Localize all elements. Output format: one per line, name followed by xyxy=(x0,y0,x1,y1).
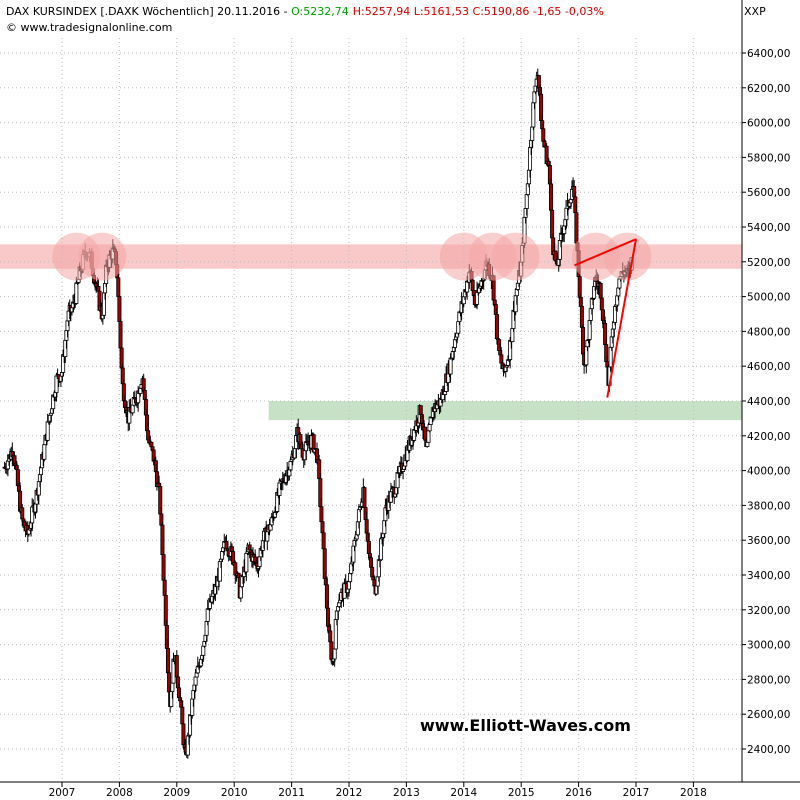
y-tick-label: 3400,00 xyxy=(747,570,790,582)
watermark: www.Elliott-Waves.com xyxy=(420,716,631,735)
candle-up xyxy=(448,357,453,375)
candle-down xyxy=(116,277,121,297)
symbol-label: XXP xyxy=(744,5,766,18)
y-tick-label: 3800,00 xyxy=(747,500,790,512)
header-prefix: DAX KURSINDEX [.DAXK Wöchentlich] 20.11.… xyxy=(6,5,291,18)
header-rest: H:5257,94 L:5161,53 C:5190,86 -1,65 -0,0… xyxy=(353,5,604,18)
x-tick-label: 2010 xyxy=(221,787,248,799)
lower-trendline xyxy=(606,239,637,398)
upper-trendline xyxy=(574,238,637,267)
candle-up xyxy=(425,441,430,447)
candle-down xyxy=(149,441,154,448)
candle-down xyxy=(161,554,166,581)
x-tick-label: 2015 xyxy=(508,787,535,799)
grid-layer xyxy=(0,38,742,782)
candle-up xyxy=(426,430,431,443)
y-tick-label: 2400,00 xyxy=(747,744,790,756)
overlay-layer xyxy=(52,232,652,398)
candle-down xyxy=(319,506,324,523)
y-tick-label: 6200,00 xyxy=(747,83,790,95)
candle-up xyxy=(332,648,337,660)
candle-up xyxy=(205,608,210,622)
candle-down xyxy=(364,519,369,534)
x-tick-label: 2009 xyxy=(163,787,190,799)
candle-down xyxy=(492,299,497,306)
x-tick-label: 2013 xyxy=(393,787,420,799)
resistance-touch-circle xyxy=(603,232,652,281)
candle-up xyxy=(45,421,50,441)
candle-down xyxy=(117,296,122,322)
support-zone xyxy=(268,401,742,421)
candle-up xyxy=(288,461,293,471)
y-tick-label: 2800,00 xyxy=(747,674,790,686)
y-tick-label: 4400,00 xyxy=(747,396,790,408)
candle-up xyxy=(193,676,198,686)
header-line: DAX KURSINDEX [.DAXK Wöchentlich] 20.11.… xyxy=(6,5,604,18)
x-tick-label: 2018 xyxy=(680,787,707,799)
y-tick-label: 6400,00 xyxy=(747,48,790,60)
y-tick-label: 3000,00 xyxy=(747,640,790,652)
candle-down xyxy=(118,321,123,349)
candle-up xyxy=(244,552,249,573)
resistance-touch-circle xyxy=(78,232,127,281)
candle-up xyxy=(74,282,79,304)
y-tick-label: 4800,00 xyxy=(747,326,790,338)
candle-down xyxy=(150,446,155,451)
candle-down xyxy=(549,183,554,211)
candle-up xyxy=(524,194,529,209)
candle-down xyxy=(174,655,179,678)
candle-down xyxy=(321,532,326,550)
candle-down xyxy=(550,209,555,239)
y-tick-label: 5800,00 xyxy=(747,152,790,164)
header-open: O:5232,74 xyxy=(291,5,349,18)
y-tick-label: 5200,00 xyxy=(747,257,790,269)
x-tick-label: 2007 xyxy=(49,787,76,799)
y-tick-label: 5600,00 xyxy=(747,187,790,199)
candle-down xyxy=(494,314,499,340)
resistance-touch-circle xyxy=(491,232,540,281)
candle-up xyxy=(170,682,175,692)
candle-up xyxy=(220,551,225,560)
candle-down xyxy=(423,426,428,441)
y-tick-label: 4000,00 xyxy=(747,466,790,478)
candle-down xyxy=(574,212,579,244)
y-tick-label: 2600,00 xyxy=(747,709,790,721)
candle-up xyxy=(337,602,342,608)
candle-up xyxy=(42,444,47,460)
y-tick-label: 5000,00 xyxy=(747,292,790,304)
candle-up xyxy=(427,424,432,432)
x-tick-label: 2011 xyxy=(278,787,305,799)
y-tick-label: 6000,00 xyxy=(747,118,790,130)
source-credit: © www.tradesignalonline.com xyxy=(6,21,172,34)
y-tick-label: 3200,00 xyxy=(747,605,790,617)
candle-down xyxy=(165,648,170,674)
candle-down xyxy=(581,327,586,355)
x-tick-label: 2017 xyxy=(623,787,650,799)
candle-down xyxy=(599,297,604,311)
x-tick-label: 2014 xyxy=(450,787,477,799)
y-tick-label: 4200,00 xyxy=(747,431,790,443)
candle-up xyxy=(39,467,44,476)
candle-down xyxy=(579,305,584,328)
y-tick-label: 3600,00 xyxy=(747,535,790,547)
candle-up xyxy=(346,581,351,590)
candle-down xyxy=(20,507,25,520)
x-tick-label: 2008 xyxy=(106,787,133,799)
x-tick-label: 2012 xyxy=(336,787,363,799)
y-tick-label: 5400,00 xyxy=(747,222,790,234)
y-tick-label: 4600,00 xyxy=(747,361,790,373)
x-tick-label: 2016 xyxy=(565,787,592,799)
